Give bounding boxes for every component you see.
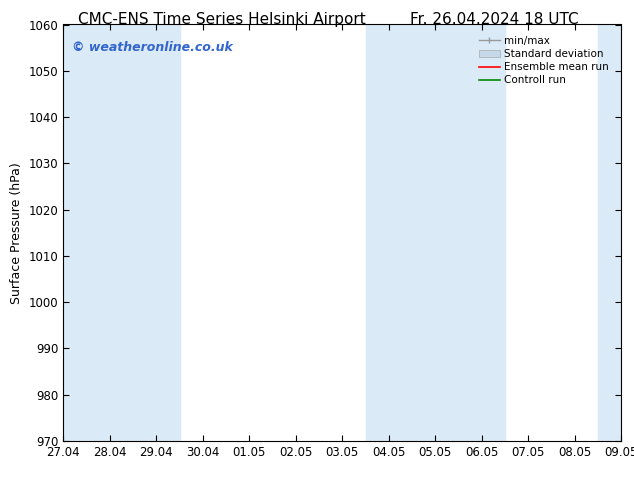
Text: Fr. 26.04.2024 18 UTC: Fr. 26.04.2024 18 UTC [410,12,579,27]
Bar [40,24,179,441]
Text: © weatheronline.co.uk: © weatheronline.co.uk [72,41,233,54]
Bar [366,24,505,441]
Y-axis label: Surface Pressure (hPa): Surface Pressure (hPa) [10,162,23,304]
Legend: min/max, Standard deviation, Ensemble mean run, Controll run: min/max, Standard deviation, Ensemble me… [477,34,611,87]
Bar [598,24,634,441]
Text: CMC-ENS Time Series Helsinki Airport: CMC-ENS Time Series Helsinki Airport [78,12,366,27]
